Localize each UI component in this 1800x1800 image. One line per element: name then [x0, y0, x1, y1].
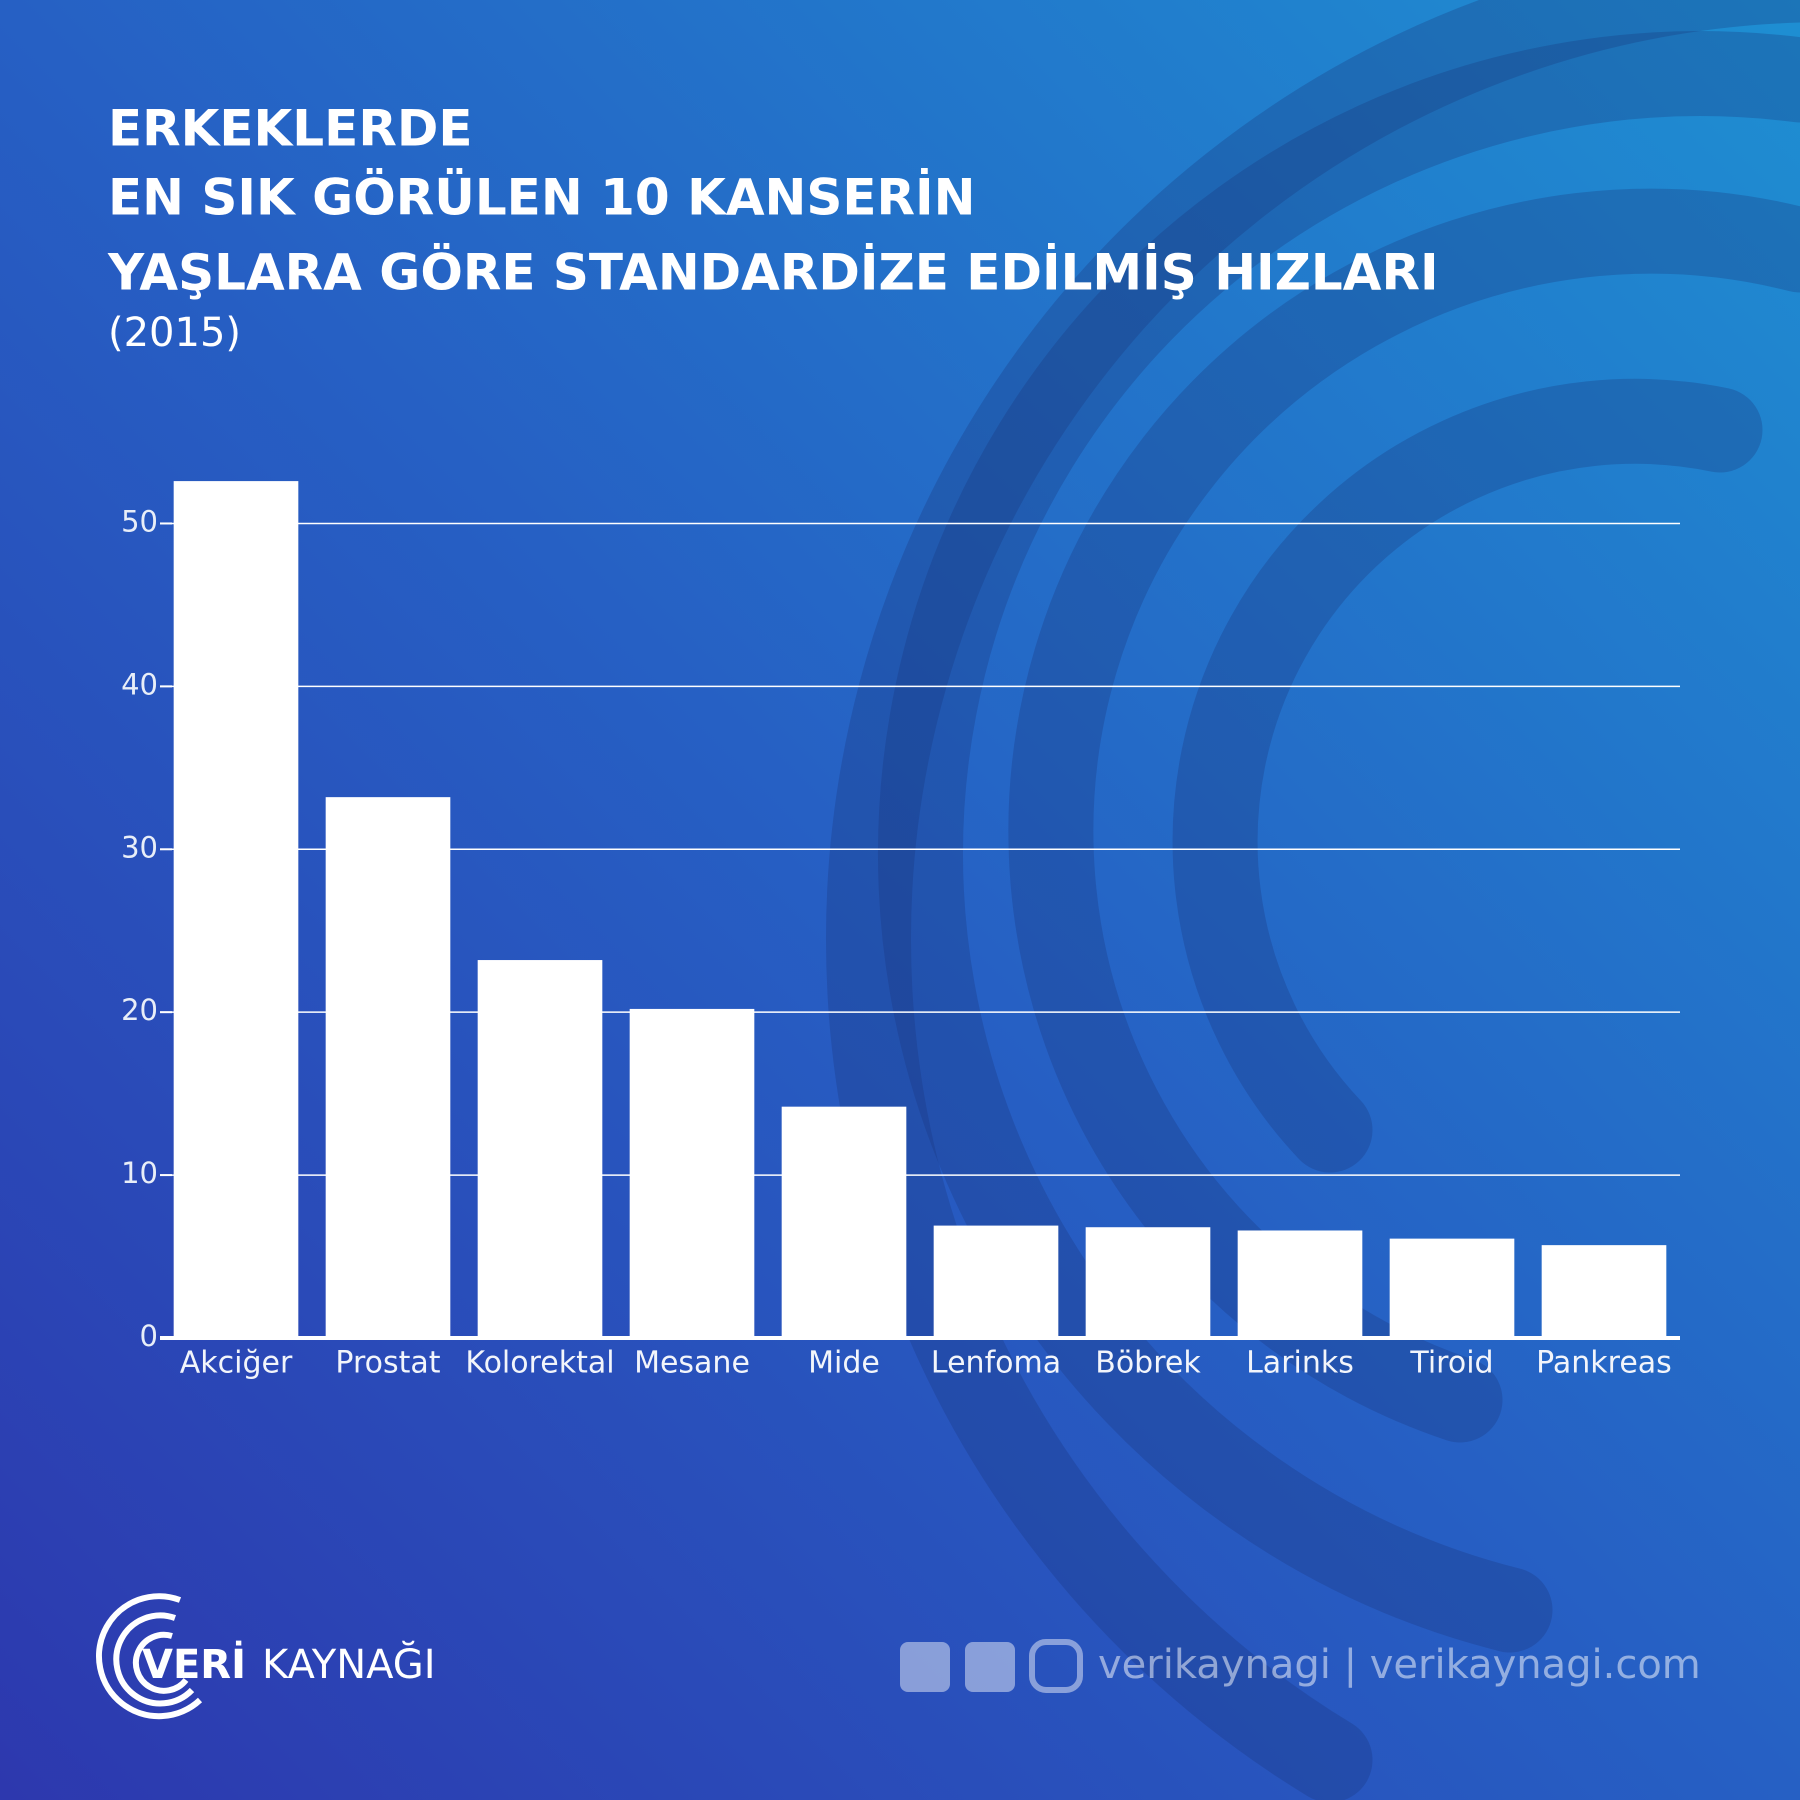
bar: [1085, 1227, 1211, 1338]
bar: [477, 960, 603, 1338]
bar: [325, 797, 451, 1338]
x-tick-label: Mesane: [634, 1346, 750, 1381]
title-line: YAŞLARA GÖRE STANDARDİZE EDİLMİŞ HIZLARI: [107, 243, 1439, 302]
y-tick-label: 20: [121, 993, 158, 1027]
x-tick-label: Kolorektal: [465, 1346, 614, 1381]
bar: [629, 1008, 755, 1338]
x-tick-label: Lenfoma: [931, 1346, 1061, 1381]
y-tick-label: 0: [140, 1319, 158, 1353]
social-text: verikaynagi | verikaynagi.com: [1098, 1642, 1701, 1688]
y-tick-label: 10: [121, 1156, 158, 1190]
bar: [933, 1225, 1059, 1338]
title-line: ERKEKLERDE: [108, 100, 472, 158]
y-tick-label: 30: [121, 830, 158, 864]
brand-bold: VERİ: [142, 1640, 246, 1688]
bar: [173, 481, 299, 1339]
x-tick-label: Mide: [808, 1346, 880, 1381]
bar: [781, 1106, 907, 1338]
bar: [1237, 1230, 1363, 1338]
brand: KAYNAĞI: [262, 1640, 436, 1688]
title-line: EN SIK GÖRÜLEN 10 KANSERİN: [108, 168, 975, 227]
x-tick-label: Tiroid: [1409, 1346, 1493, 1381]
x-tick-label: Pankreas: [1536, 1346, 1672, 1381]
y-tick-label: 50: [121, 504, 158, 538]
bar: [1389, 1238, 1515, 1338]
social-icons: [900, 1639, 1083, 1693]
y-tick-label: 40: [121, 667, 158, 701]
decor-arcs: [826, 0, 1800, 1800]
x-tick-label: Prostat: [335, 1346, 440, 1381]
bar: [1541, 1245, 1667, 1338]
logo: VERİ KAYNAĞI: [96, 1593, 436, 1720]
x-tick-label: Akciğer: [180, 1346, 293, 1381]
subtitle: (2015): [108, 310, 241, 356]
x-tick-label: Böbrek: [1095, 1346, 1201, 1381]
x-tick-label: Larinks: [1246, 1346, 1354, 1381]
